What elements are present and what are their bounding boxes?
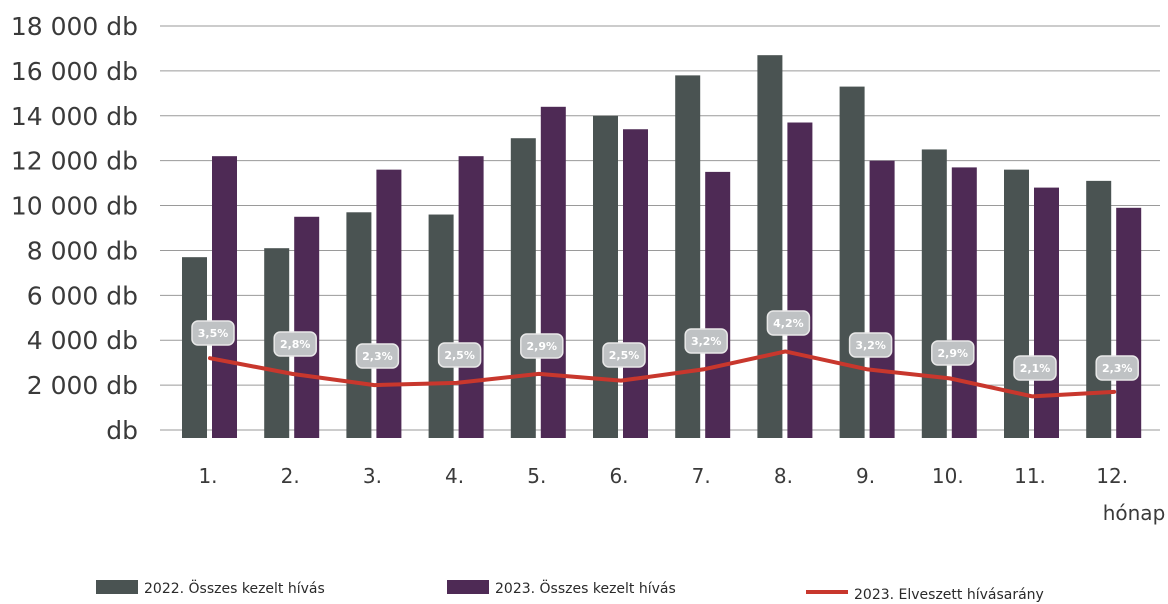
data-label: 2,1% — [1020, 362, 1051, 375]
data-label: 2,9% — [527, 340, 558, 353]
loss-rate-line — [208, 349, 1117, 399]
data-label: 2,8% — [280, 338, 311, 351]
bar-2023 — [376, 169, 402, 438]
x-tick-label: 7. — [692, 464, 711, 488]
data-label-box — [437, 342, 482, 368]
bar-2022 — [675, 75, 701, 438]
x-tick-label: 1. — [198, 464, 217, 488]
x-axis-ticks: 1. 2. 3. 4. 5. 6. 7. 8. 9. 10. 11. 12. — [198, 464, 1128, 488]
data-label: 3,2% — [691, 335, 722, 348]
y-tick-label: 8 000 db — [27, 236, 138, 265]
bar-2023 — [294, 216, 320, 438]
bar-2023 — [623, 129, 648, 438]
legend-swatch — [447, 580, 489, 594]
data-label: 4,2% — [773, 317, 804, 330]
x-tick-label: 4. — [445, 464, 464, 488]
bar-2023 — [458, 156, 484, 438]
data-label-box — [1013, 355, 1057, 381]
x-tick-label: 11. — [1014, 464, 1046, 488]
data-label-box — [766, 310, 811, 336]
x-tick-label: 10. — [932, 464, 964, 488]
data-label: 2,3% — [362, 350, 393, 363]
data-labels: 3,5% 2,8% 2,3% 2,5% 2,9% 2,5% 3,2% 4,2% 3,2% 2,9%… — [191, 310, 1139, 381]
bar-2022 — [1004, 169, 1029, 438]
bar-2023 — [951, 167, 977, 438]
bar-2022 — [346, 212, 372, 438]
legend: 2022. Összes kezelt hívás 2023. Összes ke… — [96, 579, 1044, 603]
bar-2022 — [428, 214, 454, 438]
data-label: 3,5% — [198, 327, 229, 340]
data-label: 2,5% — [609, 349, 640, 362]
x-tick-label: 8. — [774, 464, 793, 488]
bar-2022 — [921, 149, 947, 438]
bar-2023 — [869, 160, 895, 438]
bar-2023 — [1034, 187, 1059, 438]
data-label-box — [931, 340, 975, 366]
bar-2022 — [593, 115, 618, 439]
bars — [182, 55, 1142, 439]
data-label: 3,2% — [855, 339, 886, 352]
y-axis-ticks: db 2 000 db 4 000 db 6 000 db 8 000 db 10 000… — [11, 12, 138, 445]
bar-2023 — [540, 106, 566, 439]
bar-2022 — [510, 138, 536, 438]
legend-label: 2022. Összes kezelt hívás — [144, 579, 325, 597]
y-tick-label: 2 000 db — [27, 371, 138, 400]
data-label: 2,3% — [1102, 362, 1133, 375]
y-tick-label: 14 000 db — [11, 102, 138, 131]
y-tick-label: db — [106, 416, 138, 445]
bar-2022 — [182, 257, 207, 438]
data-label-box — [684, 328, 728, 354]
data-label: 2,5% — [444, 349, 475, 362]
y-tick-label: 4 000 db — [27, 326, 138, 355]
y-tick-label: 10 000 db — [11, 192, 138, 221]
data-label-box — [1095, 355, 1139, 381]
x-tick-label: 6. — [609, 464, 628, 488]
bar-2022 — [757, 55, 783, 439]
x-tick-label: 5. — [527, 464, 546, 488]
bar-2023 — [212, 156, 237, 438]
x-tick-label: 12. — [1096, 464, 1128, 488]
data-label-box — [602, 342, 646, 368]
y-tick-label: 6 000 db — [27, 281, 138, 310]
legend-swatch — [96, 580, 138, 594]
data-label-box — [355, 343, 400, 369]
bar-2023 — [1116, 207, 1142, 438]
bar-2023 — [787, 122, 813, 438]
data-label-box — [520, 333, 564, 359]
legend-label: 2023. Összes kezelt hívás — [495, 579, 676, 597]
x-axis-label: hónap — [1103, 501, 1166, 525]
legend-label: 2023. Elveszett hívásarány — [854, 587, 1044, 603]
y-tick-label: 16 000 db — [11, 57, 138, 86]
y-tick-label: 12 000 db — [11, 147, 138, 176]
bar-2022 — [1086, 180, 1112, 438]
x-tick-label: 9. — [856, 464, 875, 488]
gridlines — [160, 25, 1160, 431]
loss-rate-series-line — [208, 349, 1117, 399]
data-label-box — [273, 331, 317, 357]
data-label: 2,9% — [938, 347, 969, 360]
x-tick-label: 2. — [281, 464, 300, 488]
bar-2023 — [705, 171, 731, 438]
bar-2022 — [839, 86, 865, 438]
x-tick-label: 3. — [363, 464, 382, 488]
data-label-box — [191, 320, 235, 346]
data-label-box — [848, 332, 893, 358]
y-tick-label: 18 000 db — [11, 12, 138, 41]
